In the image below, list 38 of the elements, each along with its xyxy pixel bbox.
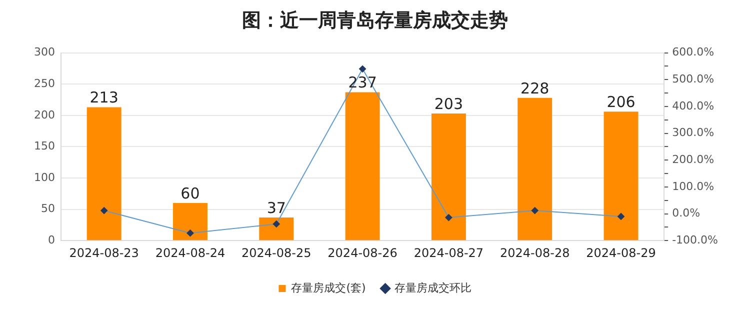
y2-tick-label: 200.0% — [672, 152, 714, 166]
bar — [86, 107, 122, 240]
y-tick-label: 50 — [40, 202, 55, 216]
x-tick-label: 2024-08-29 — [586, 246, 656, 260]
data-label: 37 — [266, 198, 286, 217]
y2-tick-label: 600.0% — [672, 46, 714, 59]
bar — [518, 98, 552, 240]
bar — [431, 114, 466, 240]
data-label: 206 — [606, 93, 636, 112]
y2-tick-label: -100.0% — [672, 233, 718, 246]
y-tick-label: 250 — [34, 76, 55, 90]
y-tick-label: 150 — [34, 140, 55, 153]
y-tick-label: 0 — [48, 233, 55, 246]
x-tick-label: 2024-08-28 — [500, 246, 570, 260]
data-label: 203 — [434, 94, 464, 113]
y2-tick-label: 500.0% — [672, 72, 714, 86]
x-tick-label: 2024-08-24 — [155, 246, 226, 260]
y-tick-label: 200 — [34, 108, 55, 122]
legend-label: 存量房成交(套) — [291, 281, 366, 294]
bar — [259, 217, 294, 240]
y2-tick-label: 300.0% — [672, 126, 714, 140]
chart-title: 图：近一周青岛存量房成交走势 — [242, 9, 508, 32]
x-tick-label: 2024-08-25 — [242, 246, 312, 260]
y2-tick-label: 100.0% — [672, 180, 714, 193]
y2-tick-label: 0.0% — [672, 206, 700, 220]
bar — [345, 92, 380, 240]
data-label: 228 — [520, 79, 550, 98]
x-tick-label: 2024-08-26 — [328, 246, 398, 260]
data-label: 213 — [90, 88, 118, 107]
y-tick-label: 100 — [34, 170, 55, 184]
legend-label: 存量房成交环比 — [394, 281, 472, 294]
bar — [173, 203, 208, 240]
x-tick-label: 2024-08-27 — [414, 246, 484, 260]
y-tick-label: 300 — [34, 46, 55, 59]
data-label: 60 — [180, 184, 200, 202]
x-tick-label: 2024-08-23 — [69, 246, 139, 260]
bar — [604, 112, 638, 240]
y2-tick-label: 400.0% — [672, 99, 714, 112]
